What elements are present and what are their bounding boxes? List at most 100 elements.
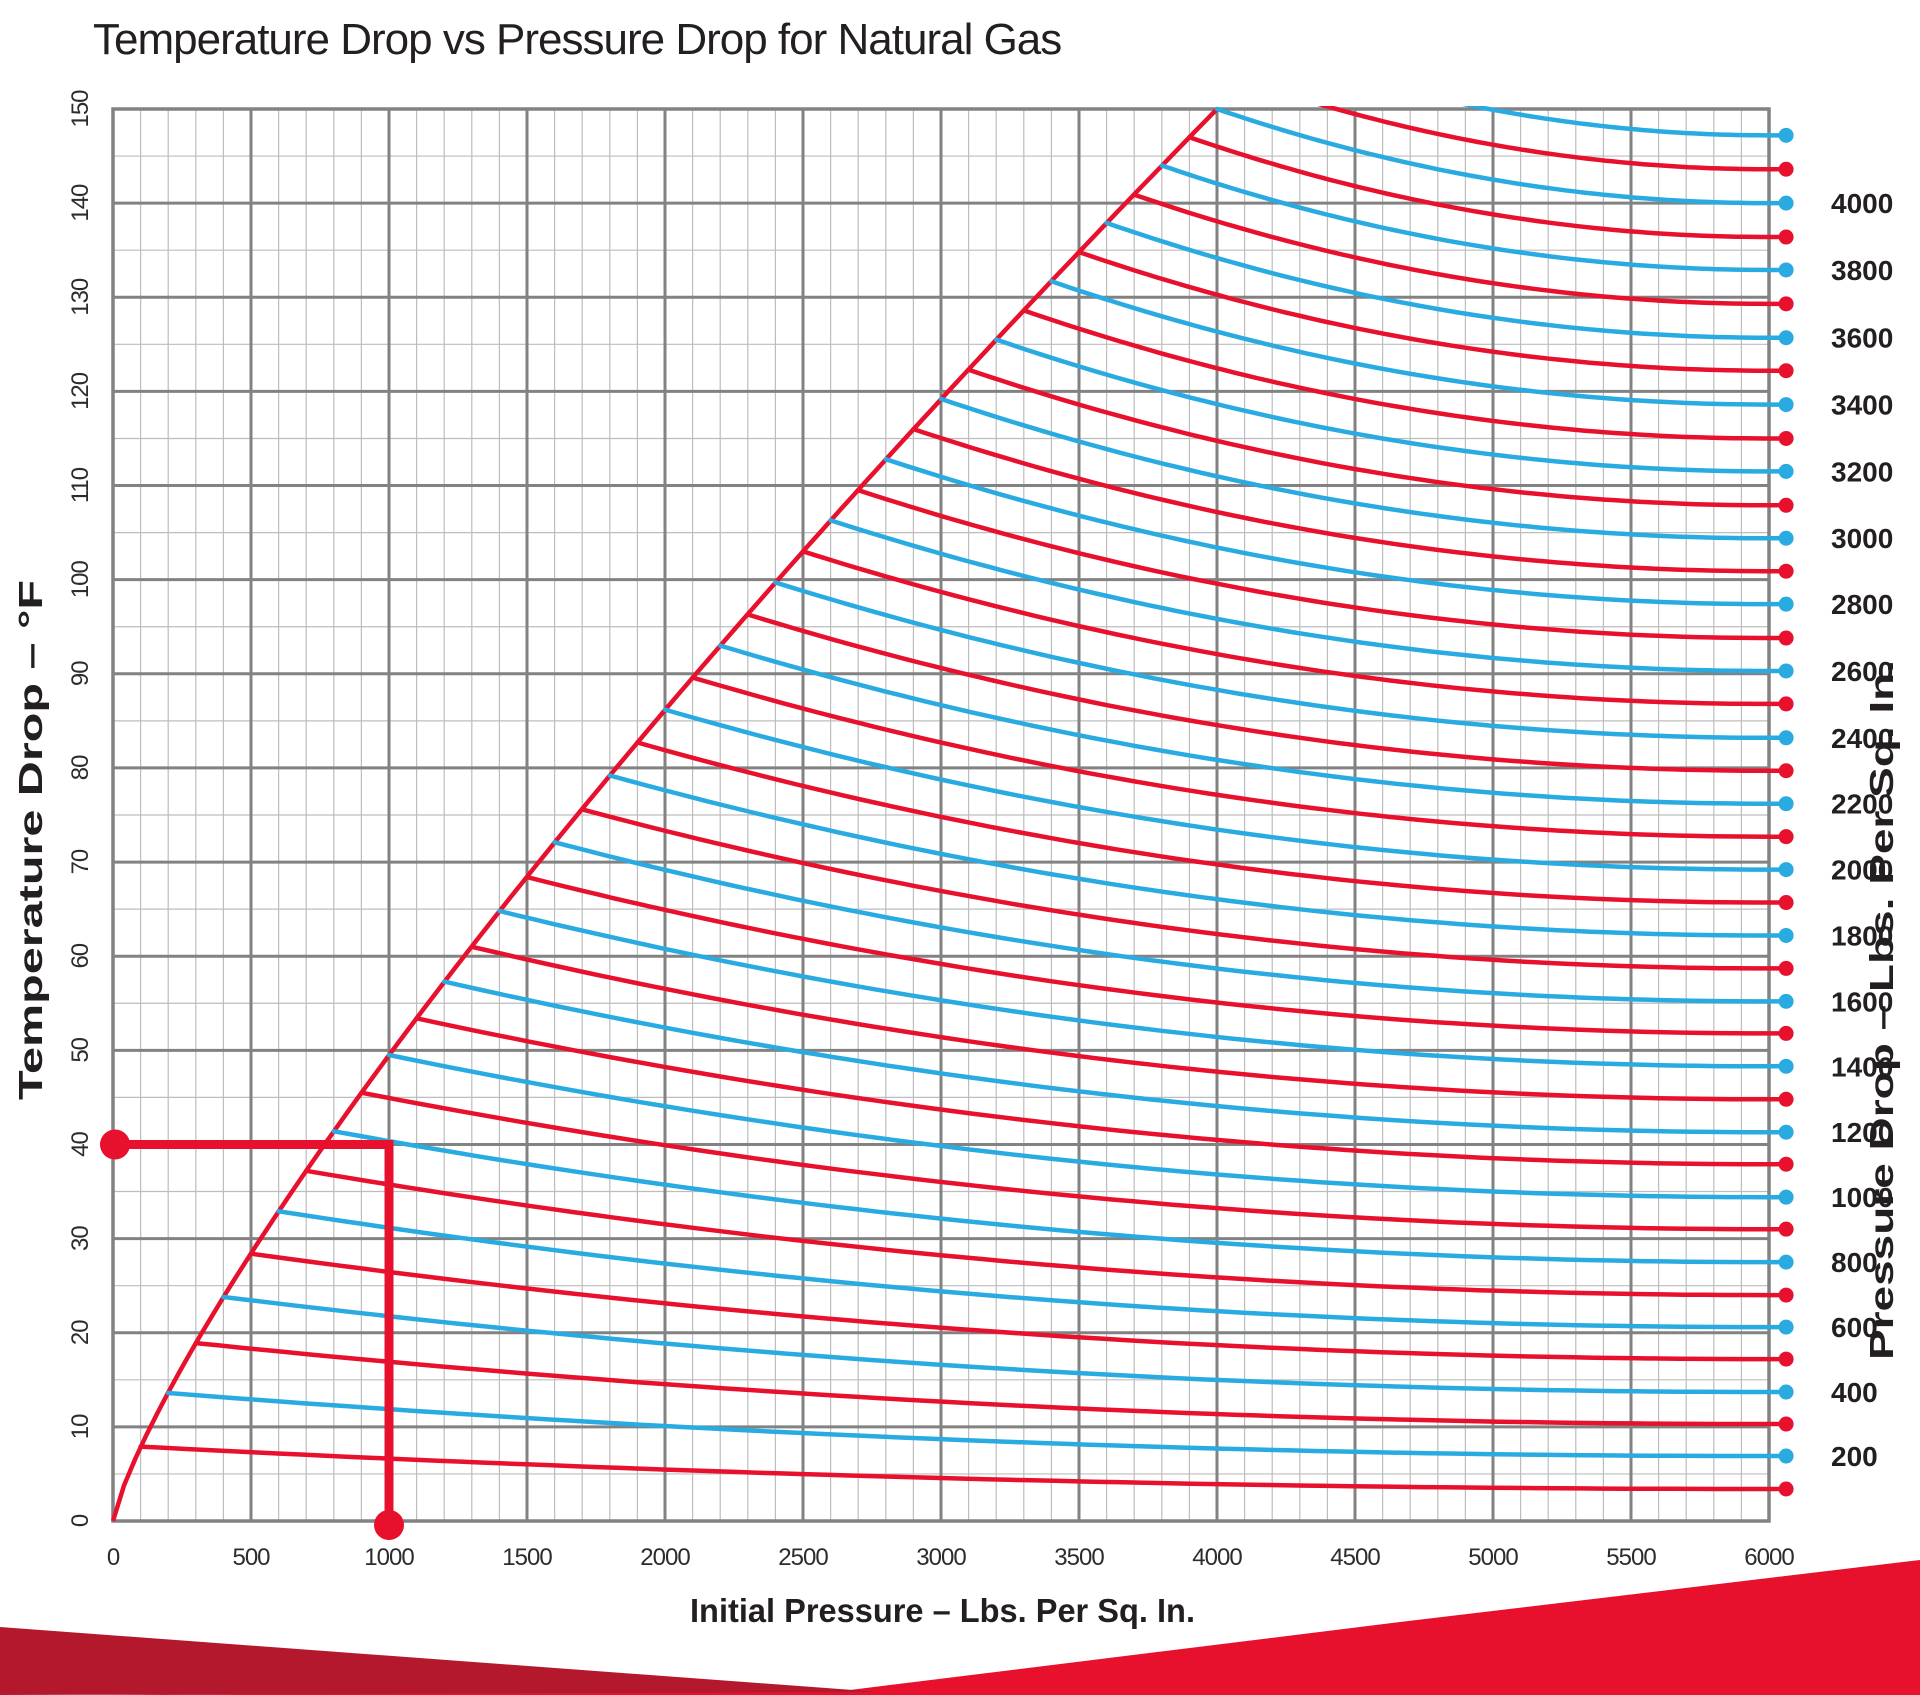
pressure-drop-curve-2700 (855, 487, 1789, 641)
curve-endpoint-dot-3800 (1778, 262, 1794, 278)
x-tick-3500: 3500 (1054, 1544, 1104, 1571)
x-axis-title: Initial Pressure – Lbs. Per Sq. In. (690, 1592, 1195, 1629)
y-tick-150: 150 (67, 90, 94, 128)
curve-endpoint-dot-1000 (1778, 1189, 1794, 1205)
curve-endpoint-dot-4200 (1778, 127, 1794, 143)
annotation-dot-pressure (374, 1510, 404, 1540)
pressure-drop-curve-1600 (552, 840, 1789, 1004)
right-axis-label-2200: 2200 (1831, 789, 1893, 820)
y-tick-50: 50 (67, 1037, 94, 1062)
chart-title: Temperature Drop vs Pressure Drop for Na… (93, 15, 1061, 64)
right-axis-label-1800: 1800 (1831, 920, 1893, 951)
pressure-drop-curve-3100 (966, 367, 1789, 508)
pressure-drop-curve-2200 (717, 643, 1789, 806)
pressure-drop-curve-2400 (773, 580, 1789, 741)
pressure-drop-curve-2500 (800, 549, 1789, 707)
right-axis-label-1200: 1200 (1831, 1117, 1893, 1148)
curve-endpoint-dot-400 (1778, 1384, 1794, 1400)
pressure-drop-curve-500 (248, 1251, 1789, 1362)
curve-endpoint-dot-4100 (1778, 161, 1794, 177)
right-axis-label-1000: 1000 (1831, 1182, 1893, 1213)
right-axis-label-3600: 3600 (1831, 323, 1893, 354)
pressure-drop-curve-3500 (1076, 249, 1789, 373)
curve-endpoint-dot-3600 (1778, 330, 1794, 346)
curve-family (111, 106, 1789, 1522)
right-axis-label-1400: 1400 (1831, 1051, 1893, 1082)
curve-endpoint-dot-3200 (1778, 463, 1794, 479)
y-tick-140: 140 (67, 184, 94, 222)
y-tick-120: 120 (67, 372, 94, 410)
x-tick-6000: 6000 (1744, 1544, 1794, 1571)
pressure-drop-curve-4000 (1214, 106, 1789, 206)
pressure-drop-curve-3300 (1021, 308, 1789, 441)
curve-endpoint-dot-3400 (1778, 397, 1794, 413)
curve-endpoint-dot-4000 (1778, 195, 1794, 211)
curve-endpoint-dot-2800 (1778, 596, 1794, 612)
curve-endpoint-dot-2900 (1778, 563, 1794, 579)
pressure-drop-curve-2600 (828, 518, 1789, 674)
annotation-line (113, 1139, 394, 1521)
pressure-drop-curve-1100 (414, 1016, 1789, 1167)
pressure-drop-curve-100 (138, 1444, 1789, 1492)
y-tick-90: 90 (67, 661, 94, 686)
banner-red-band (80, 1560, 1920, 1695)
curve-endpoint-dot-2600 (1778, 663, 1794, 679)
right-axis-curve-labels: 200 400 600 800 1000 1200 1400 1600 1800 2000 2200… (1831, 188, 1893, 1472)
x-tick-500: 500 (232, 1544, 270, 1571)
pressure-drop-curve-3800 (1159, 163, 1789, 273)
x-tick-1500: 1500 (502, 1544, 552, 1571)
curve-endpoint-dot-1400 (1778, 1058, 1794, 1074)
banner-dark-wedge (0, 1627, 880, 1695)
curve-endpoint-dot-1600 (1778, 993, 1794, 1009)
right-axis-label-2000: 2000 (1831, 855, 1893, 886)
y-tick-80: 80 (67, 755, 94, 780)
curve-endpoint-dot-2500 (1778, 696, 1794, 712)
right-axis-label-3800: 3800 (1831, 255, 1893, 286)
curve-endpoint-dot-3000 (1778, 530, 1794, 546)
y-tick-20: 20 (67, 1320, 94, 1345)
pressure-drop-curve-3900 (1187, 134, 1789, 240)
pressure-drop-curve-2000 (662, 707, 1789, 872)
x-tick-1000: 1000 (364, 1544, 414, 1571)
curve-endpoint-dot-300 (1778, 1416, 1794, 1432)
curve-endpoint-dot-2200 (1778, 796, 1794, 812)
right-axis-label-3400: 3400 (1831, 390, 1893, 421)
right-axis-title: Pressure Drop – Lbs. Per Sq. In. (1863, 660, 1900, 1360)
pressure-drop-curve-400 (221, 1294, 1789, 1395)
x-tick-0: 0 (107, 1544, 120, 1571)
curve-endpoint-dot-1900 (1778, 895, 1794, 911)
curve-endpoint-dot-2000 (1778, 862, 1794, 878)
curve-endpoint-dots (1778, 127, 1794, 1497)
y-tick-130: 130 (67, 278, 94, 316)
pressure-drop-curve-3600 (1104, 220, 1789, 340)
right-axis-label-600: 600 (1831, 1312, 1878, 1343)
x-tick-2000: 2000 (640, 1544, 690, 1571)
curve-endpoint-dot-800 (1778, 1254, 1794, 1270)
pressure-drop-curve-1200 (441, 979, 1789, 1135)
y-axis-tick-labels: 0 10 20 30 40 50 60 70 80 90 100 110 120 130 140 150 (67, 90, 94, 1527)
curve-endpoint-dot-3900 (1778, 229, 1794, 245)
curve-endpoint-dot-600 (1778, 1319, 1794, 1335)
x-tick-3000: 3000 (916, 1544, 966, 1571)
curve-endpoint-dot-100 (1778, 1481, 1794, 1497)
curve-endpoint-dot-700 (1778, 1287, 1794, 1303)
curve-endpoint-dot-1300 (1778, 1091, 1794, 1107)
curve-endpoint-dot-1200 (1778, 1124, 1794, 1140)
pressure-drop-curve-1800 (607, 773, 1789, 938)
curve-endpoint-dot-1800 (1778, 927, 1794, 943)
pressure-drop-curve-2800 (883, 456, 1789, 607)
pressure-drop-curve-3200 (993, 337, 1789, 474)
pressure-drop-curve-3400 (1049, 279, 1789, 407)
curve-endpoint-dot-200 (1778, 1448, 1794, 1464)
curve-endpoint-dot-3300 (1778, 430, 1794, 446)
pressure-drop-curve-3000 (938, 396, 1789, 541)
y-tick-110: 110 (67, 467, 94, 503)
pressure-drop-curve-800 (331, 1129, 1789, 1265)
x-tick-4000: 4000 (1192, 1544, 1242, 1571)
right-axis-label-400: 400 (1831, 1377, 1878, 1408)
pressure-drop-curve-200 (165, 1390, 1789, 1459)
right-axis-label-3200: 3200 (1831, 456, 1893, 487)
x-tick-2500: 2500 (778, 1544, 828, 1571)
curve-endpoint-dot-2700 (1778, 630, 1794, 646)
